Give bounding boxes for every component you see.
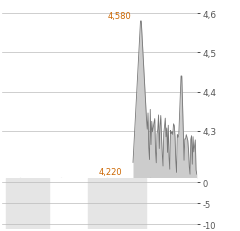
Text: 4,580: 4,580 [108,12,132,21]
Bar [6,178,49,229]
Text: Jul: Jul [145,178,156,187]
Text: Apr: Apr [100,178,115,187]
Text: 4,220: 4,220 [98,167,122,176]
Text: Jan: Jan [54,178,68,187]
Text: Okt: Okt [12,178,28,187]
Bar [88,178,146,229]
